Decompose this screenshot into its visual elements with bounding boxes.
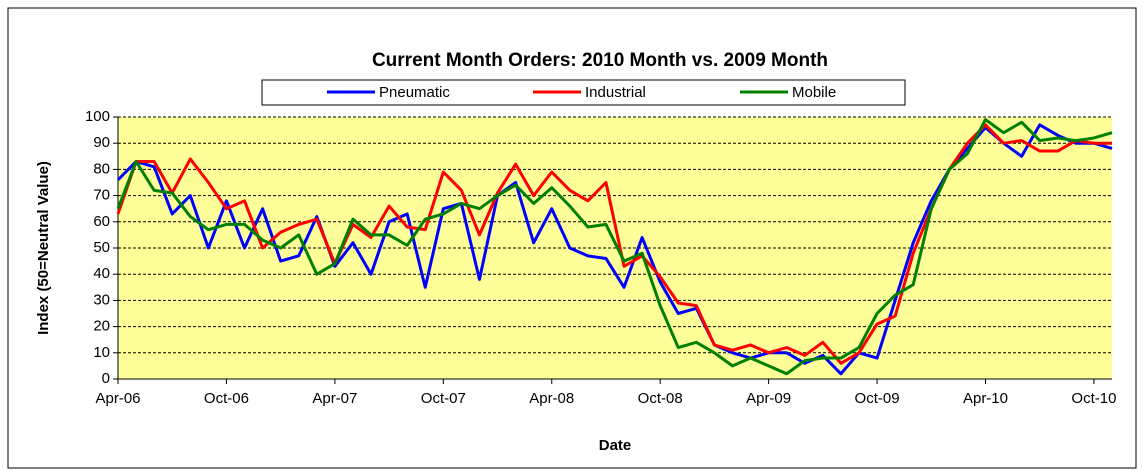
x-tick-label: Apr-08 (529, 390, 574, 407)
legend-label: Mobile (792, 84, 836, 101)
x-tick-label: Oct-06 (204, 390, 249, 407)
y-tick-label: 10 (93, 344, 110, 361)
x-tick-label: Oct-08 (638, 390, 683, 407)
y-tick-label: 100 (85, 108, 110, 125)
y-tick-label: 40 (93, 265, 110, 282)
x-tick-label: Apr-09 (746, 390, 791, 407)
x-axis-label: Date (599, 437, 632, 454)
chart-title: Current Month Orders: 2010 Month vs. 200… (372, 50, 828, 71)
y-tick-label: 90 (93, 134, 110, 151)
x-tick-label: Apr-10 (963, 390, 1008, 407)
y-tick-label: 80 (93, 160, 110, 177)
y-axis-label: Index (50=Neutral Value) (35, 161, 52, 335)
x-tick-label: Oct-07 (421, 390, 466, 407)
y-tick-label: 20 (93, 318, 110, 335)
legend-label: Industrial (585, 84, 646, 101)
series-line (116, 118, 1113, 376)
y-tick-label: 50 (93, 239, 110, 256)
y-tick-label: 70 (93, 187, 110, 204)
y-tick-label: 60 (93, 213, 110, 230)
legend-label: Pneumatic (379, 84, 450, 101)
x-tick-label: Apr-06 (95, 390, 140, 407)
x-tick-label: Oct-09 (855, 390, 900, 407)
y-tick-label: 0 (102, 370, 110, 387)
y-tick-label: 30 (93, 291, 110, 308)
x-tick-label: Oct-10 (1071, 390, 1116, 407)
x-tick-label: Apr-07 (312, 390, 357, 407)
